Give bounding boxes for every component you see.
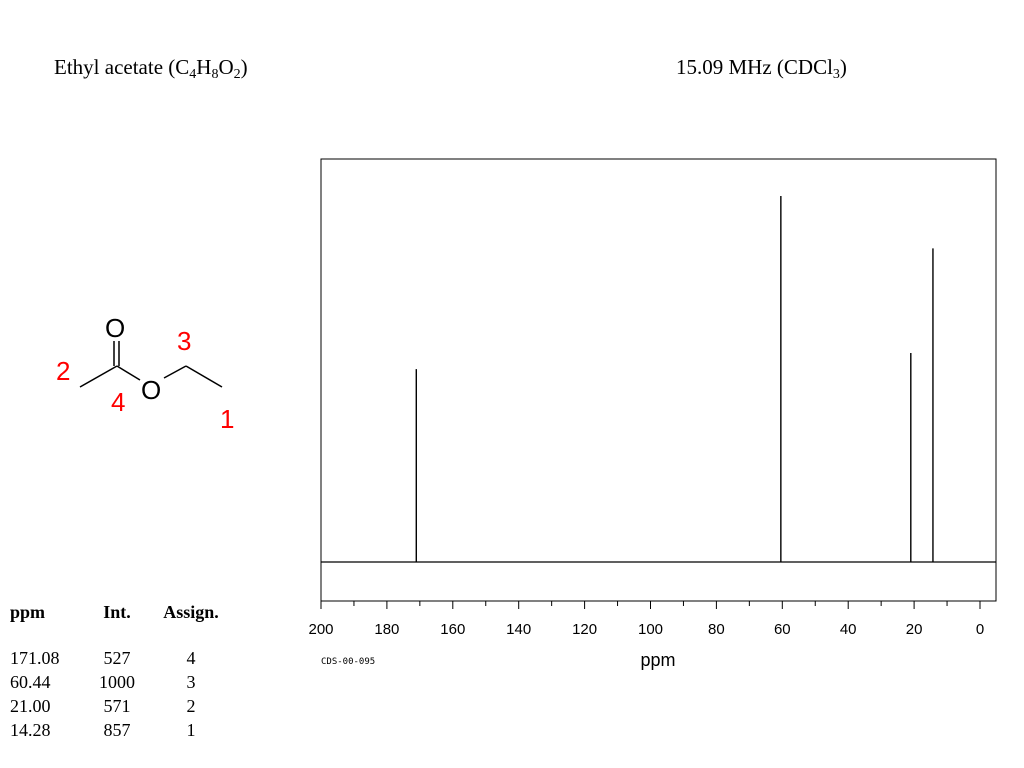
label-carbon-1: 1: [220, 404, 234, 434]
x-tick-label: 200: [308, 621, 333, 638]
carbonyl-oxygen: O: [105, 313, 125, 343]
header-intensity: Int.: [103, 601, 131, 622]
table-header-row: ppm Int. Assign.: [10, 600, 236, 624]
plot-frame: [320, 158, 997, 602]
table-row: 14.28 857 1: [10, 718, 236, 742]
compound-name: Ethyl acetate: [54, 55, 164, 79]
spectrum-code: CDS-00-095: [321, 657, 375, 667]
table-row: 171.08 527 4: [10, 646, 236, 670]
frequency-label: 15.09 MHz (CDCl3): [676, 55, 847, 82]
x-tick-label: 60: [774, 621, 791, 638]
cell-intensity: 571: [103, 695, 131, 716]
x-axis-label: ppm: [640, 650, 675, 670]
x-tick-label: 140: [506, 621, 531, 638]
x-tick-label: 160: [440, 621, 465, 638]
x-tick-label: 40: [840, 621, 857, 638]
formula-o: O: [218, 55, 234, 79]
molecule-structure: O O 2 4 3 1: [56, 313, 234, 434]
formula-sub-c: 4: [189, 67, 197, 82]
x-tick-label: 0: [976, 621, 984, 638]
label-carbon-2: 2: [56, 356, 70, 386]
cell-assign: 3: [186, 671, 196, 692]
tick-labels: 200 180 160 140 120 100 80 60 40 20 0: [308, 621, 984, 638]
label-carbon-3: 3: [177, 326, 191, 356]
ester-oxygen: O: [141, 375, 161, 405]
x-tick-label: 120: [572, 621, 597, 638]
formula-sub-o: 2: [233, 67, 241, 82]
bond-ethyl: [185, 365, 223, 388]
header-ppm: ppm: [10, 601, 46, 622]
formula-h: H: [196, 55, 212, 79]
peak-table: ppm Int. Assign. 171.08 527 4 60.44 1000…: [10, 600, 236, 742]
bond-methyl: [79, 365, 118, 388]
x-tick-label: 100: [638, 621, 663, 638]
bond-o-ch2: [163, 365, 187, 379]
cell-assign: 1: [186, 719, 196, 740]
cell-assign: 4: [186, 647, 196, 668]
bond-ester-o: [116, 365, 141, 381]
table-row: 60.44 1000 3: [10, 670, 236, 694]
spectrum-peaks: [321, 196, 996, 563]
frequency-text: 15.09 MHz (CDCl: [676, 55, 833, 79]
cell-ppm: 21.00: [10, 695, 51, 716]
table-row: 21.00 571 2: [10, 694, 236, 718]
formula-sub-h: 8: [211, 67, 219, 82]
cell-intensity: 857: [103, 719, 131, 740]
compound-title: Ethyl acetate (C4H8O2): [54, 55, 248, 82]
x-tick-label: 180: [374, 621, 399, 638]
cell-intensity: 1000: [99, 671, 135, 692]
label-carbon-4: 4: [111, 387, 125, 417]
formula-open: (C: [168, 55, 190, 79]
cell-assign: 2: [186, 695, 196, 716]
solvent-sub: 3: [832, 67, 840, 82]
header-assign: Assign.: [163, 601, 219, 622]
cell-intensity: 527: [103, 647, 131, 668]
frequency-close: ): [839, 55, 847, 79]
x-tick-label: 20: [906, 621, 923, 638]
tick-marks: [320, 601, 981, 609]
cell-ppm: 14.28: [10, 719, 51, 740]
formula-close: ): [240, 55, 248, 79]
cell-ppm: 60.44: [10, 671, 51, 692]
x-tick-label: 80: [708, 621, 725, 638]
cell-ppm: 171.08: [10, 647, 60, 668]
